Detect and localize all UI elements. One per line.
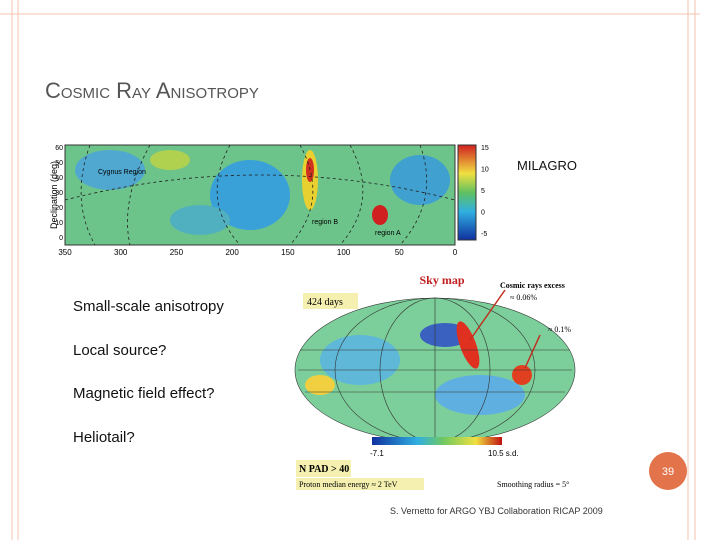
colorbar-tick-label: 10 [481, 167, 489, 174]
bullet: Local source? [73, 341, 167, 359]
slide-number-badge [649, 452, 687, 490]
y-axis-label: Declination (deg) [49, 161, 59, 229]
milagro-y-ticks: 60 50 40 30 20 10 0 [55, 145, 63, 242]
argo-energy: Proton median energy ≈ 2 TeV [299, 480, 398, 489]
y-tick-label: 30 [55, 190, 63, 197]
colorbar-tick-label: 0 [481, 210, 485, 217]
bullet: Magnetic field effect? [73, 385, 215, 402]
slide-number: 39 [662, 466, 674, 478]
argo-credit: S. Vernetto for ARGO YBJ Collaboration R… [390, 506, 603, 516]
milagro-label: MILAGRO [517, 158, 577, 173]
x-tick-label: 250 [170, 248, 184, 257]
argo-excess: ≈ 0.1% [548, 325, 571, 334]
bullet: Heliotail? [73, 428, 135, 446]
x-tick-label: 350 [58, 248, 72, 257]
region-label: region B [312, 219, 338, 226]
milagro-x-ticks: 350 300 250 200 150 100 50 0 [58, 248, 457, 257]
region-label: Cygnus Region [98, 169, 146, 176]
argo-npad: N PAD > 40 [299, 464, 349, 475]
region-label: region A [375, 230, 401, 237]
y-tick-label: 20 [55, 205, 63, 212]
x-tick-label: 0 [453, 248, 458, 257]
argo-days: 424 days [307, 297, 343, 308]
y-tick-label: 0 [59, 235, 63, 242]
colorbar-tick-label: 5 [481, 188, 485, 195]
colorbar-tick-label: 15 [481, 145, 489, 152]
y-tick-label: 40 [55, 175, 63, 182]
argo-smoothing: Smoothing radius = 5° [497, 480, 569, 489]
x-tick-label: 100 [337, 248, 351, 257]
x-tick-label: 150 [281, 248, 295, 257]
title: Cosmic Ray Anisotropy [45, 78, 259, 103]
milagro-map [64, 144, 477, 246]
argo-map [294, 289, 576, 490]
argo-title: Sky map [419, 273, 464, 287]
y-tick-label: 10 [55, 220, 63, 227]
argo-excess: ≈ 0.06% [510, 293, 537, 302]
colorbar-tick-label: -5 [481, 231, 487, 238]
y-tick-label: 50 [55, 160, 63, 167]
argo-excess-label: Cosmic rays excess [500, 281, 565, 290]
argo-scale-min: -7.1 [370, 449, 384, 458]
y-tick-label: 60 [55, 145, 63, 152]
argo-scale-max: 10.5 s.d. [488, 449, 519, 458]
x-tick-label: 50 [395, 248, 404, 257]
x-tick-label: 200 [225, 248, 239, 257]
bullet: Small-scale anisotropy [73, 298, 224, 315]
milagro-colorbar-ticks: 15 10 5 0 -5 [481, 145, 489, 238]
x-tick-label: 300 [114, 248, 128, 257]
